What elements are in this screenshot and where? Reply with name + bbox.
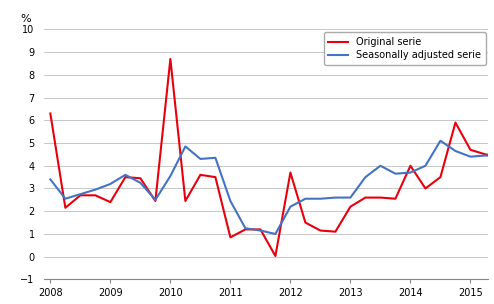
Seasonally adjusted serie [318, 197, 324, 201]
Original serie [272, 254, 278, 258]
Original serie [377, 196, 383, 199]
Original serie [153, 199, 159, 203]
Seasonally adjusted serie [302, 197, 308, 201]
Original serie [243, 228, 248, 231]
Seasonally adjusted serie [123, 173, 128, 177]
Seasonally adjusted serie [392, 172, 398, 175]
Original serie [123, 175, 128, 179]
Seasonally adjusted serie [332, 196, 338, 199]
Seasonally adjusted serie [167, 174, 173, 178]
Seasonally adjusted serie [288, 205, 293, 209]
Seasonally adjusted serie [78, 192, 83, 196]
Original serie [257, 228, 263, 231]
Original serie [107, 200, 113, 204]
Original serie [288, 171, 293, 174]
Seasonally adjusted serie [62, 197, 68, 201]
Seasonally adjusted serie [422, 164, 428, 168]
Original serie [453, 121, 458, 124]
Legend: Original serie, Seasonally adjusted serie: Original serie, Seasonally adjusted seri… [324, 32, 486, 65]
Seasonally adjusted serie [182, 145, 188, 148]
Seasonally adjusted serie [257, 229, 263, 232]
Seasonally adjusted serie [107, 182, 113, 186]
Text: %: % [20, 14, 31, 24]
Seasonally adjusted serie [198, 157, 204, 161]
Seasonally adjusted serie [212, 156, 218, 160]
Original serie [363, 196, 369, 199]
Original serie [483, 153, 489, 156]
Seasonally adjusted serie [137, 181, 143, 185]
Original serie [78, 193, 83, 197]
Original serie [182, 199, 188, 203]
Seasonally adjusted serie [92, 188, 98, 192]
Seasonally adjusted serie [408, 171, 413, 174]
Original serie [167, 57, 173, 61]
Seasonally adjusted serie [363, 175, 369, 179]
Line: Seasonally adjusted serie: Seasonally adjusted serie [50, 141, 494, 234]
Original serie [198, 173, 204, 177]
Seasonally adjusted serie [377, 164, 383, 168]
Original serie [302, 221, 308, 224]
Seasonally adjusted serie [467, 155, 473, 158]
Original serie [47, 112, 53, 115]
Original serie [227, 236, 233, 239]
Original serie [332, 230, 338, 233]
Original serie [92, 193, 98, 197]
Seasonally adjusted serie [227, 199, 233, 203]
Original serie [137, 176, 143, 180]
Original serie [438, 175, 444, 179]
Original serie [318, 229, 324, 232]
Seasonally adjusted serie [483, 154, 489, 157]
Line: Original serie: Original serie [50, 59, 494, 256]
Seasonally adjusted serie [243, 226, 248, 230]
Seasonally adjusted serie [453, 149, 458, 153]
Original serie [347, 205, 353, 209]
Seasonally adjusted serie [47, 178, 53, 181]
Original serie [467, 148, 473, 152]
Original serie [408, 164, 413, 168]
Original serie [212, 175, 218, 179]
Seasonally adjusted serie [347, 196, 353, 199]
Seasonally adjusted serie [438, 139, 444, 143]
Original serie [392, 197, 398, 201]
Original serie [422, 187, 428, 190]
Seasonally adjusted serie [153, 198, 159, 202]
Original serie [62, 206, 68, 210]
Seasonally adjusted serie [272, 232, 278, 236]
